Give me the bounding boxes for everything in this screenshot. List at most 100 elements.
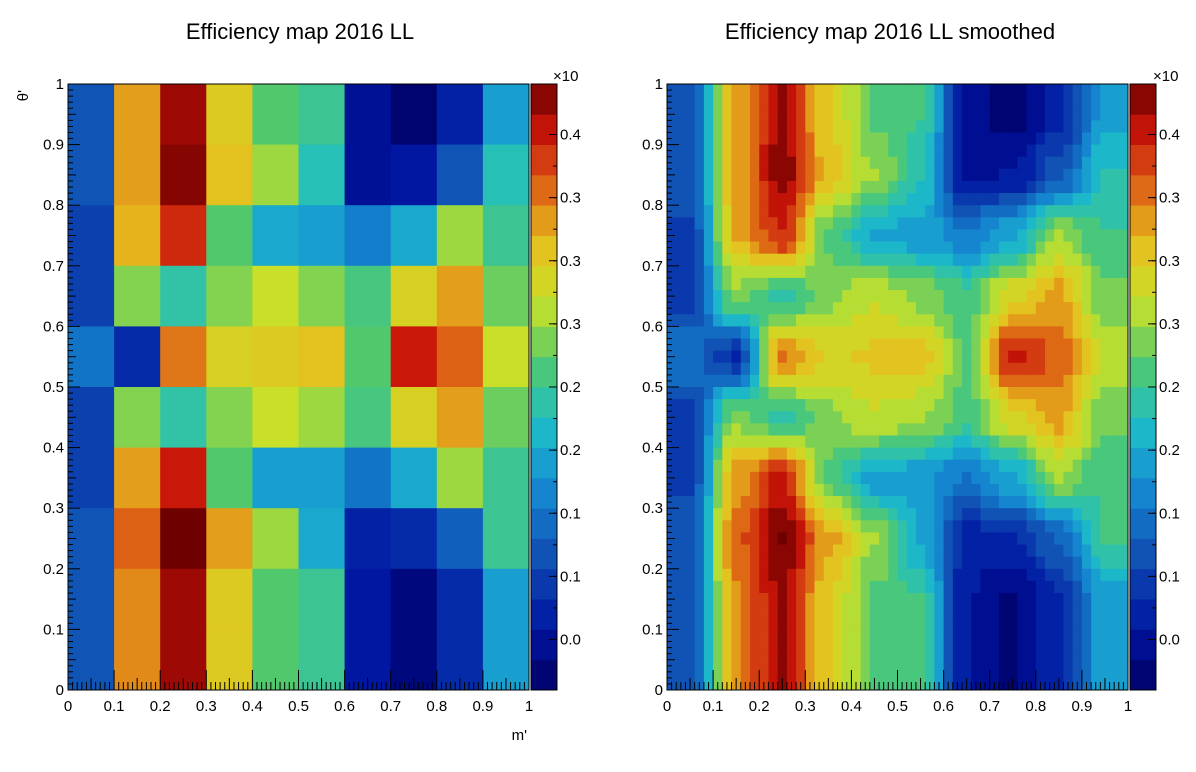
right-cell (906, 84, 917, 97)
right-cell (1091, 156, 1101, 170)
right-cell (823, 423, 834, 436)
right-cell (740, 374, 751, 388)
right-cell (1017, 180, 1027, 194)
right-cell (998, 302, 1009, 315)
right-cell (805, 108, 815, 121)
right-cell (915, 520, 926, 533)
right-cell (676, 580, 686, 594)
right-cell (685, 314, 696, 327)
right-cell (1091, 411, 1101, 424)
left-cell (390, 508, 438, 570)
right-cell (998, 350, 1009, 364)
right-cell (731, 483, 742, 497)
right-cell (989, 277, 1000, 291)
right-palette-band (1130, 114, 1156, 145)
right-cell (1100, 423, 1110, 436)
right-cell (906, 120, 917, 133)
right-cell (1109, 508, 1120, 521)
right-cell (888, 193, 898, 206)
right-cell (777, 641, 788, 655)
right-cell (1045, 362, 1055, 376)
right-cell (786, 653, 797, 667)
right-cell (915, 665, 926, 679)
right-cell (989, 593, 1000, 606)
right-cell (786, 629, 797, 642)
right-cell (777, 302, 788, 315)
right-cell (1081, 205, 1092, 218)
right-cell (676, 447, 686, 461)
left-cell (206, 205, 253, 267)
right-cell (869, 374, 880, 388)
right-cell (888, 302, 898, 315)
right-cell (1118, 520, 1129, 533)
right-cell (740, 108, 751, 121)
right-cell (952, 423, 963, 436)
right-cell (694, 132, 705, 145)
right-cell (860, 144, 871, 158)
right-cell (1091, 496, 1101, 509)
right-cell (694, 544, 705, 558)
right-cell (879, 156, 889, 170)
right-cell (1072, 120, 1083, 133)
right-cell (915, 326, 926, 339)
right-cell (943, 483, 954, 497)
right-cell (952, 556, 963, 570)
right-cell (1091, 120, 1101, 133)
right-cell (1072, 350, 1083, 364)
right-cell (731, 253, 742, 267)
right-cell (869, 180, 880, 194)
right-cell (989, 629, 1000, 642)
right-cell (823, 314, 834, 327)
right-cell (1026, 277, 1037, 291)
right-cell (851, 471, 862, 485)
right-cell (906, 265, 917, 279)
right-cell (879, 265, 889, 279)
right-cell (962, 520, 972, 533)
right-cell (1100, 508, 1110, 521)
right-cell (749, 459, 760, 473)
right-y-tick-label: 0.5 (642, 379, 663, 396)
right-cell (814, 411, 825, 424)
right-cell (777, 265, 788, 279)
right-cell (869, 447, 880, 461)
right-cell (925, 314, 935, 327)
right-cell (1008, 132, 1018, 145)
left-palette-band (531, 114, 557, 145)
left-cell (298, 508, 346, 570)
right-cell (796, 387, 806, 400)
right-palette-band (1130, 599, 1156, 630)
right-cell (962, 544, 972, 558)
right-cell (1008, 605, 1018, 618)
right-cell (971, 120, 981, 133)
right-cell (897, 617, 908, 630)
right-cell (943, 556, 954, 570)
right-cell (740, 168, 751, 182)
right-cell (796, 338, 806, 352)
right-cell (1008, 314, 1018, 327)
right-cell (814, 96, 825, 109)
right-cell (1118, 471, 1129, 485)
right-z-tick-label: 0.3 (1159, 316, 1180, 333)
right-cell (842, 132, 852, 145)
right-cell (1100, 471, 1110, 485)
right-cell (1118, 617, 1129, 630)
right-cell (823, 617, 834, 630)
right-cell (703, 435, 714, 448)
right-cell (906, 132, 917, 145)
right-cell (851, 326, 862, 339)
right-cell (823, 96, 834, 109)
right-cell (869, 520, 880, 533)
right-cell (740, 205, 751, 218)
right-cell (971, 277, 981, 291)
right-cell (814, 459, 825, 473)
right-cell (980, 144, 991, 158)
right-cell (694, 459, 705, 473)
right-cell (759, 168, 769, 182)
right-cell (1109, 399, 1120, 412)
right-cell (722, 387, 732, 400)
right-cell (925, 568, 935, 582)
right-cell (915, 568, 926, 582)
right-cell (971, 496, 981, 509)
right-cell (685, 132, 696, 145)
right-cell (1026, 350, 1037, 364)
